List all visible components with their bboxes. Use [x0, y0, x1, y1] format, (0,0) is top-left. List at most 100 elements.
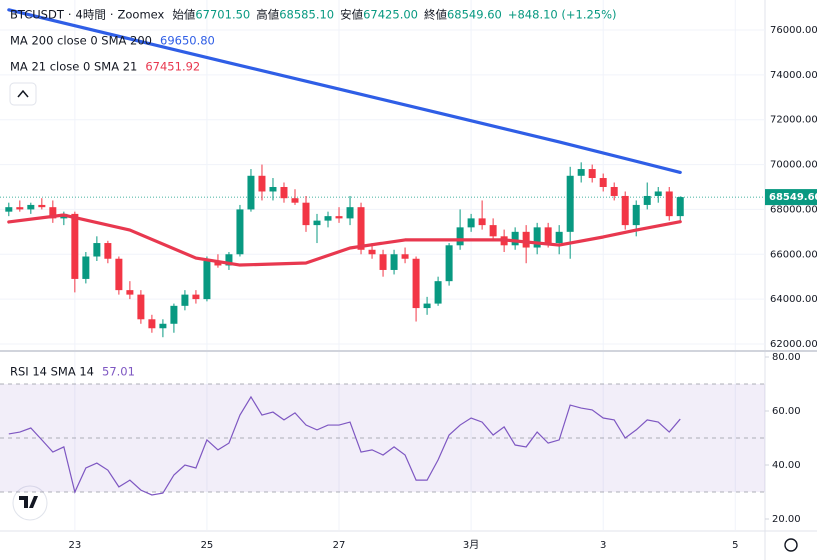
close-prefix: 終値: [424, 8, 447, 22]
x-tick-label: 3: [600, 540, 606, 551]
last-price-label: 68549.60: [769, 192, 817, 203]
exchange: Zoomex: [118, 8, 165, 22]
high-value: 68585.10: [279, 8, 334, 22]
candle-body: [544, 227, 552, 244]
candle-body: [82, 256, 90, 279]
candle-body: [291, 198, 299, 203]
candle-body: [368, 249, 376, 255]
candle-body: [445, 245, 453, 282]
open-prefix: 始値: [172, 8, 195, 22]
candle-body: [357, 207, 365, 250]
candle-body: [456, 227, 464, 246]
y-tick-label: 80.00: [772, 352, 801, 363]
y-tick-label: 20.00: [772, 514, 801, 525]
y-tick-label: 60.00: [772, 406, 801, 417]
y-tick-label: 70000.00: [770, 160, 817, 171]
candle-body: [148, 319, 156, 329]
candle-body: [280, 186, 288, 199]
ma-legend-value: 67451.92: [145, 60, 200, 74]
candle-body: [390, 254, 398, 270]
open-value: 67701.50: [195, 8, 250, 22]
candle-body: [181, 294, 189, 306]
tv-logo[interactable]: [12, 485, 48, 521]
candle-body: [522, 231, 530, 248]
settings-icon: [784, 538, 798, 552]
candle-body: [478, 218, 486, 226]
candle-body: [379, 254, 387, 270]
logo-mark: [19, 496, 38, 508]
x-tick-label: 3月: [463, 539, 479, 551]
candle-body: [313, 220, 321, 226]
candle-body: [643, 195, 651, 205]
candle-body: [533, 227, 541, 248]
candle-body: [269, 186, 277, 192]
ma-line: [7, 213, 682, 267]
candle-body: [126, 290, 134, 295]
separator: ·: [68, 8, 72, 22]
candle-body: [49, 207, 57, 219]
candle-body: [170, 305, 178, 324]
candle-body: [247, 175, 255, 210]
collapse-button[interactable]: [9, 82, 37, 106]
button-box[interactable]: [9, 82, 37, 106]
candle-body: [115, 258, 123, 291]
chevron-icon: [17, 89, 29, 98]
y-tick-label: 40.00: [772, 460, 801, 471]
ma-legend-value: 69650.80: [160, 34, 215, 48]
candle-body: [225, 254, 233, 266]
candle-body: [346, 207, 354, 219]
separator: ·: [110, 8, 114, 22]
candle-body: [555, 231, 563, 244]
candle-body: [599, 178, 607, 187]
candle-body: [203, 260, 211, 300]
rsi-line: [8, 395, 681, 496]
candle-body: [621, 195, 629, 226]
ma-line: [7, 8, 682, 175]
candle-body: [236, 209, 244, 255]
candle-body: [302, 202, 310, 226]
candle-body: [5, 207, 13, 212]
candle-body: [93, 243, 101, 257]
logo-circle: [12, 485, 48, 521]
low-value: 67425.00: [363, 8, 418, 22]
y-tick-label: 74000.00: [770, 70, 817, 81]
rsi-legend-value: 57.01: [102, 365, 135, 379]
symbol: BTCUSDT: [10, 8, 65, 22]
candle-body: [577, 169, 585, 176]
candle-body: [467, 218, 475, 228]
y-tick-label: 68000.00: [770, 204, 817, 215]
candle-body: [511, 231, 519, 246]
high-prefix: 高値: [256, 8, 279, 22]
candle-body: [16, 207, 24, 210]
change-value: +848.10 (+1.25%): [508, 8, 617, 22]
candle-body: [412, 258, 420, 309]
candle-body: [566, 175, 574, 232]
y-tick-label: 64000.00: [770, 294, 817, 305]
rsi-legend-name: RSI 14 SMA 14: [10, 365, 94, 379]
x-tick-label: 25: [201, 540, 214, 551]
y-tick-label: 66000.00: [770, 249, 817, 260]
candle-body: [632, 204, 640, 226]
candle-body: [610, 186, 618, 196]
candle-body: [324, 216, 332, 221]
candle-body: [137, 294, 145, 320]
candle-body: [104, 243, 112, 259]
candle-body: [489, 225, 497, 237]
candle-body: [159, 323, 167, 329]
candle-body: [676, 197, 684, 217]
x-tick-label: 5: [732, 540, 738, 551]
y-tick-label: 62000.00: [770, 339, 817, 350]
candle-body: [71, 213, 79, 279]
settings-button[interactable]: [784, 538, 798, 552]
ma-legend-name: MA 200 close 0 SMA 200: [10, 34, 152, 48]
candle-body: [192, 294, 200, 300]
candle-body: [27, 204, 35, 210]
candle-body: [588, 169, 596, 179]
candle-body: [258, 175, 266, 192]
close-value: 68549.60: [447, 8, 502, 22]
low-prefix: 安値: [340, 8, 363, 22]
y-tick-label: 76000.00: [770, 25, 817, 36]
candle-body: [654, 191, 662, 196]
y-tick-label: 72000.00: [770, 115, 817, 126]
